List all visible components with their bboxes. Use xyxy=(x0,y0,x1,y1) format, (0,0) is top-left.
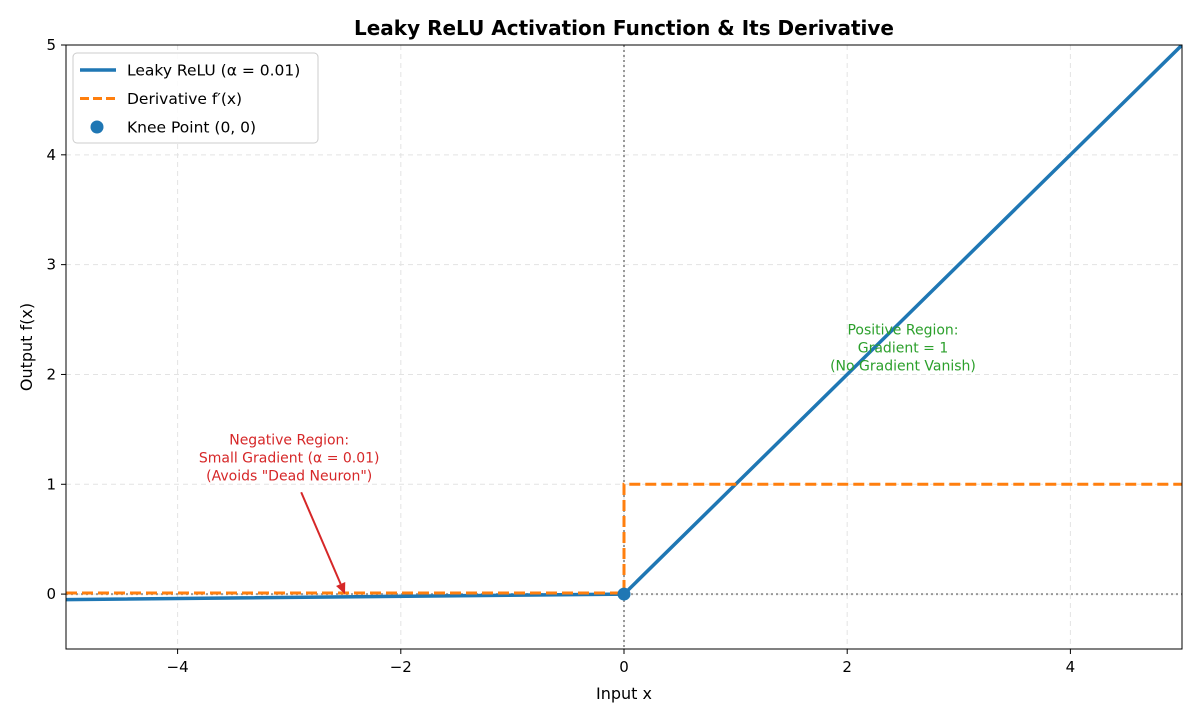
x-tick-label: 4 xyxy=(1066,658,1076,676)
y-tick-label: 5 xyxy=(46,36,56,54)
annotation-text-line: (Avoids "Dead Neuron") xyxy=(206,468,372,484)
x-tick-label: 2 xyxy=(842,658,852,676)
annotation-text-line: Positive Region: xyxy=(847,322,958,338)
points-layer xyxy=(617,587,631,601)
knee-point-marker xyxy=(617,587,631,601)
chart-title: Leaky ReLU Activation Function & Its Der… xyxy=(354,16,894,40)
x-tick-label: −4 xyxy=(167,658,189,676)
x-axis-label: Input x xyxy=(596,684,652,703)
annotation-arrow-shaft xyxy=(300,491,342,585)
y-tick-label: 2 xyxy=(46,365,56,383)
legend-marker-dot xyxy=(90,120,104,134)
annotation-text-line: Gradient = 1 xyxy=(858,340,948,356)
legend-item-knee-point: Knee Point (0, 0) xyxy=(127,119,256,137)
y-tick-label: 1 xyxy=(46,475,56,493)
annotation-arrow-head xyxy=(336,582,346,595)
legend-item-leaky-relu: Leaky ReLU (α = 0.01) xyxy=(127,62,300,80)
legend-box xyxy=(72,52,319,144)
y-tick-label: 4 xyxy=(46,146,56,164)
annotation-text-line: (No Gradient Vanish) xyxy=(830,358,976,374)
y-tick-label: 0 xyxy=(46,585,56,603)
legend: Leaky ReLU (α = 0.01) Derivative f′(x) Kne… xyxy=(72,52,319,144)
annotations: Negative Region: Small Gradient (α = 0.01… xyxy=(199,322,976,595)
annotation-text-line: Small Gradient (α = 0.01) xyxy=(199,450,380,466)
x-tick-label: −2 xyxy=(390,658,412,676)
legend-item-derivative: Derivative f′(x) xyxy=(127,90,242,108)
y-axis-label: Output f(x) xyxy=(17,303,36,391)
annotation-text-line: Negative Region: xyxy=(229,432,349,448)
y-tick-label: 3 xyxy=(46,256,56,274)
axis-ticks: −4 −2 0 2 4 0 1 2 3 4 5 xyxy=(46,36,1075,676)
x-tick-label: 0 xyxy=(619,658,629,676)
